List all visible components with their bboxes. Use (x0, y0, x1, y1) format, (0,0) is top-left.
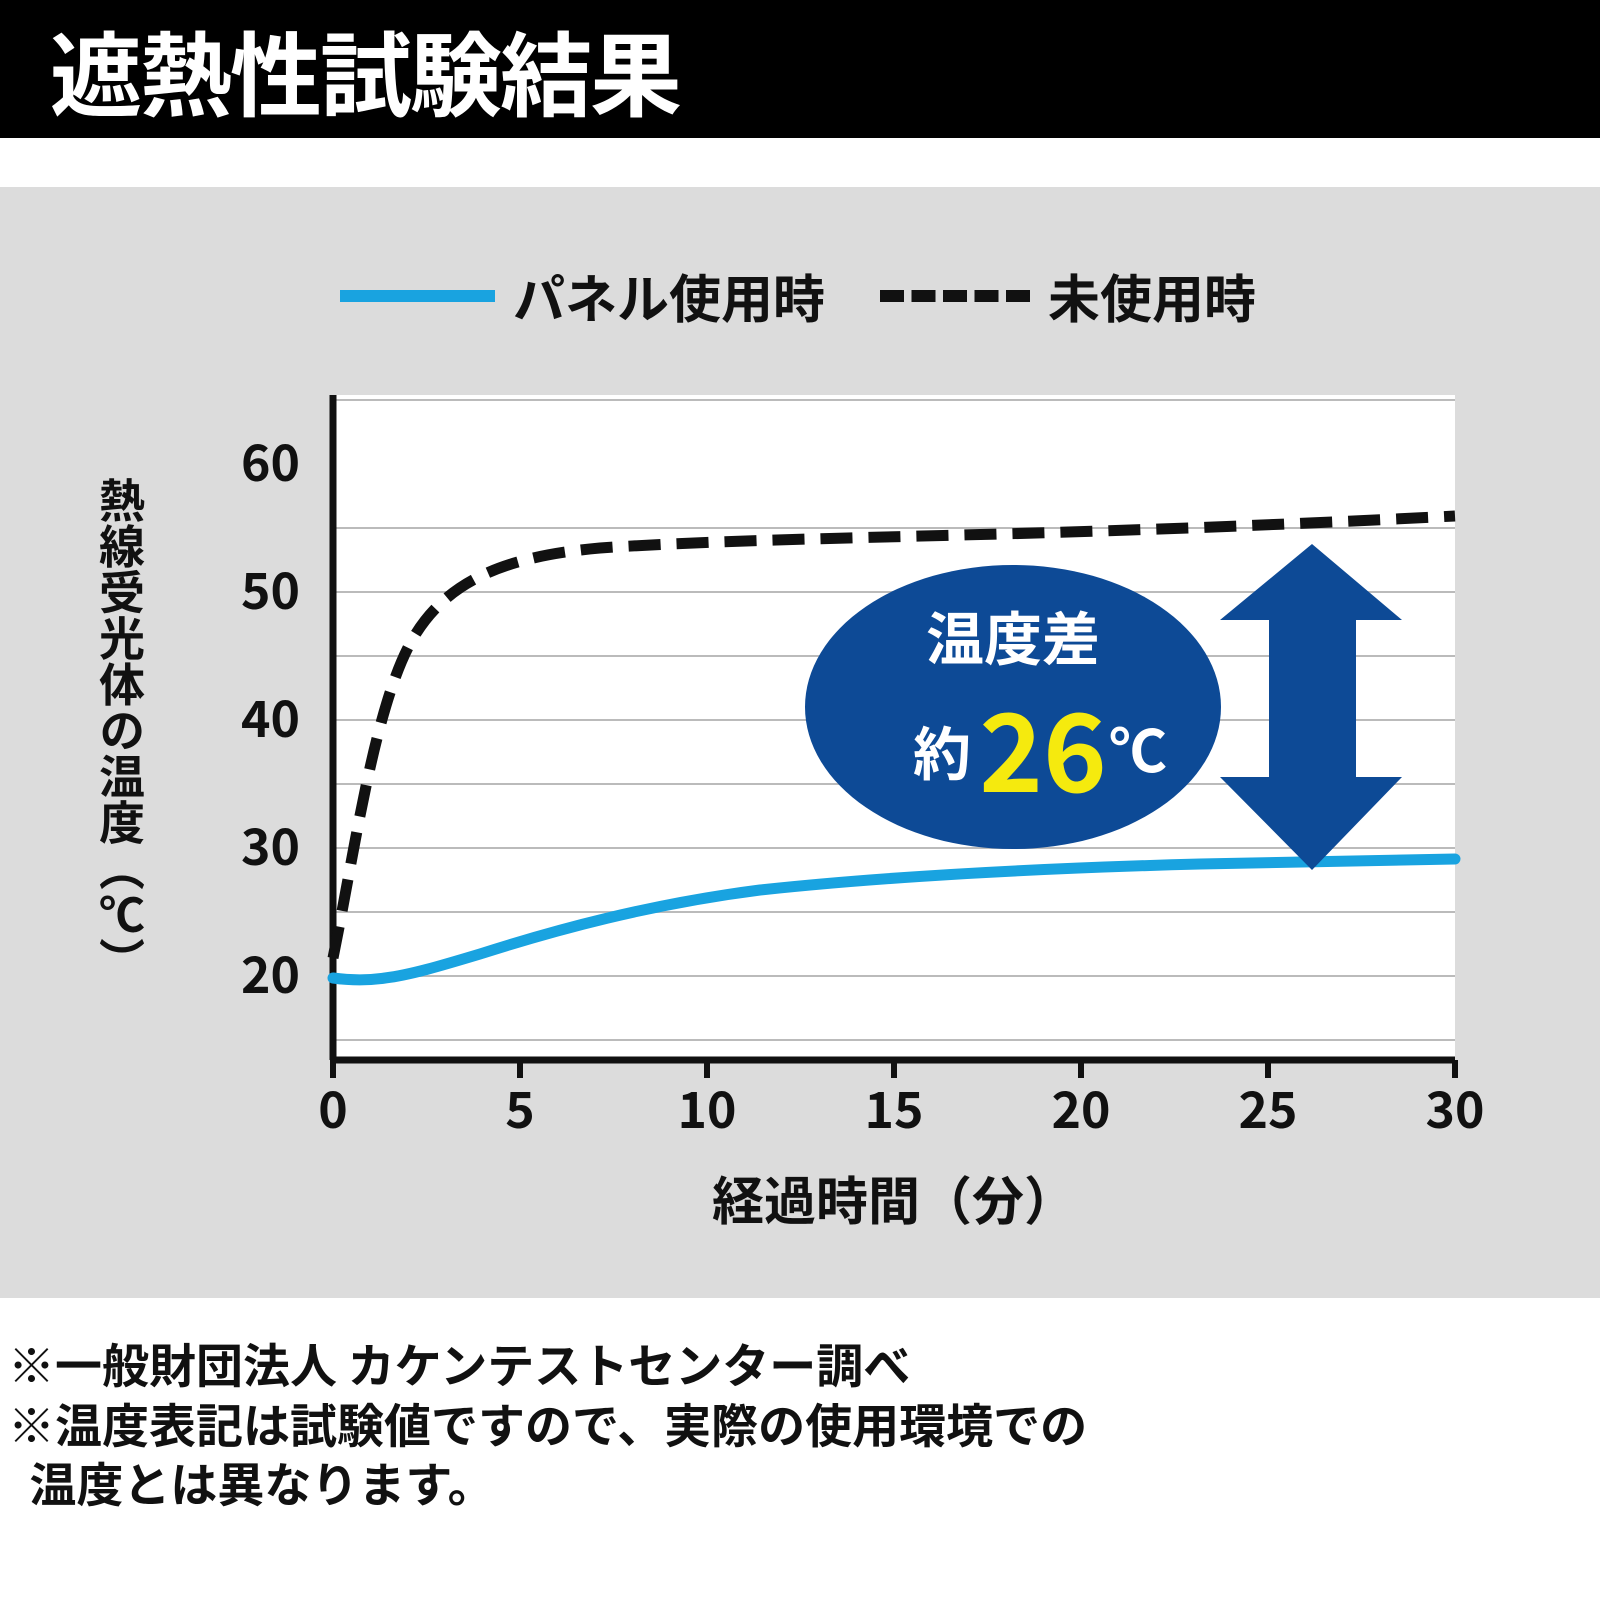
svg-text:30: 30 (241, 808, 300, 880)
svg-text:10: 10 (678, 1071, 737, 1143)
svg-text:0: 0 (318, 1071, 348, 1143)
svg-text:温度差: 温度差 (926, 593, 1100, 677)
svg-text:40: 40 (241, 680, 300, 752)
svg-text:℃: ℃ (1109, 705, 1167, 789)
svg-text:30: 30 (1426, 1071, 1485, 1143)
svg-text:20: 20 (241, 936, 300, 1008)
svg-text:約: 約 (913, 708, 971, 792)
svg-text:50: 50 (241, 552, 300, 624)
svg-text:15: 15 (865, 1071, 924, 1143)
svg-text:25: 25 (1239, 1071, 1298, 1143)
svg-text:26: 26 (979, 668, 1106, 824)
svg-text:60: 60 (241, 424, 300, 496)
svg-text:20: 20 (1052, 1071, 1111, 1143)
svg-text:5: 5 (505, 1071, 535, 1143)
